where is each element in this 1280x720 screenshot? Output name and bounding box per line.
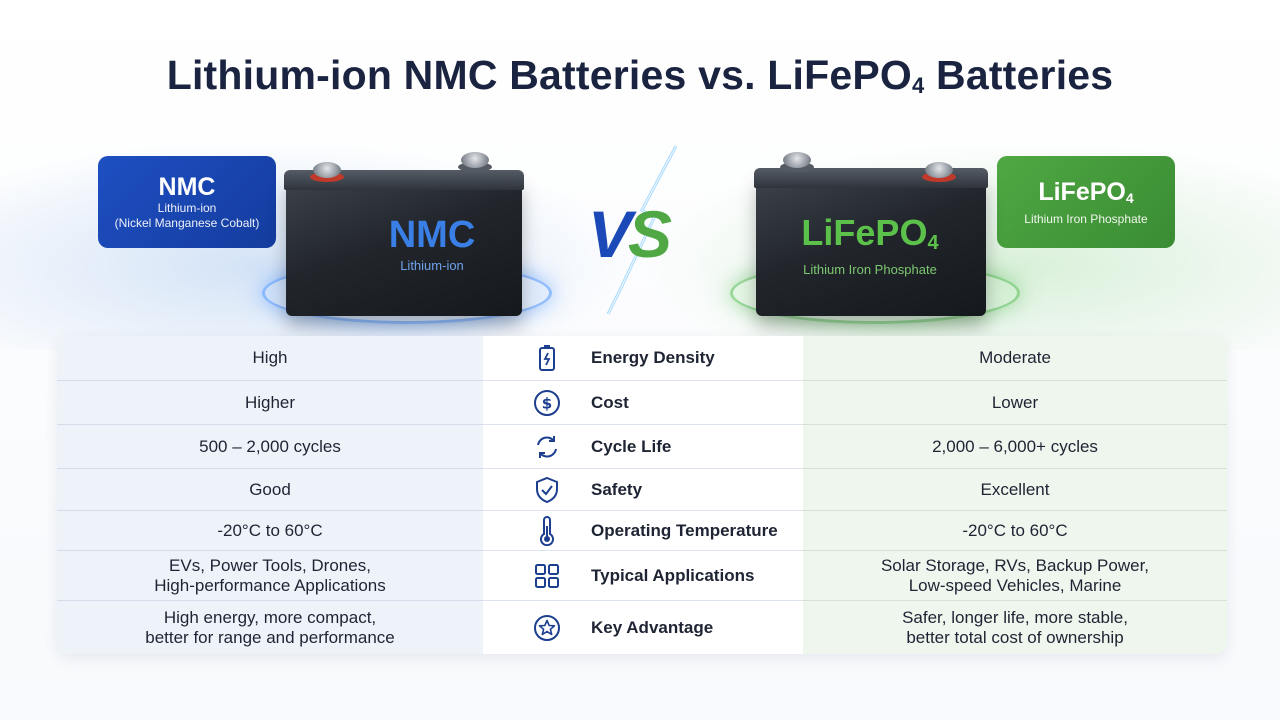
- nmc-battery-sublabel: Lithium-ion: [400, 258, 464, 273]
- attribute-label: Operating Temperature: [591, 520, 778, 540]
- refresh-icon: [533, 433, 561, 461]
- nmc-value: High: [252, 348, 288, 367]
- shield-check-icon: [533, 476, 561, 504]
- lfp-tag-name: LiFePO4: [1038, 178, 1133, 212]
- table-row: Energy Density: [483, 336, 803, 381]
- table-row: Cycle Life: [483, 425, 803, 469]
- attribute-label: Energy Density: [591, 348, 715, 367]
- table-row: Typical Applications: [483, 551, 803, 601]
- lfp-tag: LiFePO4 Lithium Iron Phosphate: [997, 156, 1175, 248]
- star-circle-icon: [533, 614, 561, 642]
- lfp-terminal-left: [783, 152, 811, 168]
- nmc-battery-lid: [284, 170, 524, 190]
- nmc-column: High Higher 500 – 2,000 cycles Good -20°…: [57, 336, 483, 654]
- dollar-icon: $: [533, 389, 561, 417]
- lfp-battery-sublabel: Lithium Iron Phosphate: [803, 262, 937, 277]
- lfp-value-line1: Solar Storage, RVs, Backup Power,: [880, 555, 1150, 575]
- lfp-battery-body: [756, 176, 986, 316]
- nmc-tag-line1: Lithium-ion: [157, 201, 217, 215]
- table-row: High: [57, 336, 483, 381]
- attribute-column: Energy Density $ Cost Cycle Life Safety: [483, 336, 803, 654]
- lfp-tag-name-text: LiFePO: [1038, 177, 1126, 206]
- nmc-value: High energy, more compact, better for ran…: [57, 608, 483, 648]
- nmc-value-line1: High energy, more compact,: [163, 607, 377, 627]
- table-row: Solar Storage, RVs, Backup Power, Low-spe…: [803, 551, 1227, 601]
- table-row: Higher: [57, 381, 483, 425]
- nmc-value: -20°C to 60°C: [217, 520, 323, 540]
- vs-label: VS: [588, 196, 672, 272]
- nmc-value: EVs, Power Tools, Drones, High-performanc…: [57, 556, 483, 596]
- lfp-value-line2: Low-speed Vehicles, Marine: [908, 575, 1122, 595]
- lfp-value: -20°C to 60°C: [962, 520, 1068, 540]
- title-text-end: Batteries: [924, 52, 1114, 98]
- table-row: -20°C to 60°C: [803, 511, 1227, 551]
- table-row: Lower: [803, 381, 1227, 425]
- table-row: EVs, Power Tools, Drones, High-performanc…: [57, 551, 483, 601]
- lfp-tag-line1: Lithium Iron Phosphate: [1024, 211, 1148, 226]
- thermometer-icon: [533, 515, 561, 546]
- svg-text:$: $: [542, 394, 552, 412]
- vs-v: V: [588, 197, 632, 271]
- lfp-column: Moderate Lower 2,000 – 6,000+ cycles Exc…: [803, 336, 1227, 654]
- table-row: $ Cost: [483, 381, 803, 425]
- table-row: Good: [57, 469, 483, 511]
- lfp-battery-label-text: LiFePO: [801, 212, 928, 253]
- lfp-value-line1: Safer, longer life, more stable,: [902, 607, 1128, 627]
- lfp-value: Safer, longer life, more stable, better t…: [803, 608, 1227, 648]
- vs-s: S: [628, 197, 672, 271]
- table-row: Safety: [483, 469, 803, 511]
- attribute-label: Cost: [591, 392, 629, 412]
- nmc-value-line2: High-performance Applications: [154, 575, 386, 595]
- lfp-battery-label: LiFePO4: [770, 212, 970, 255]
- nmc-value-line1: EVs, Power Tools, Drones,: [169, 555, 371, 575]
- comparison-table: High Higher 500 – 2,000 cycles Good -20°…: [57, 336, 1227, 654]
- page-title: Lithium-ion NMC Batteries vs. LiFePO4 Ba…: [0, 52, 1280, 99]
- table-row: 2,000 – 6,000+ cycles: [803, 425, 1227, 469]
- table-row: Excellent: [803, 469, 1227, 511]
- lfp-value-line2: better total cost of ownership: [906, 627, 1124, 647]
- table-row: -20°C to 60°C: [57, 511, 483, 551]
- lfp-battery-subscript: 4: [927, 232, 939, 254]
- grid-icon: [533, 562, 561, 590]
- table-row: 500 – 2,000 cycles: [57, 425, 483, 469]
- nmc-value: 500 – 2,000 cycles: [199, 436, 341, 456]
- lfp-value: Solar Storage, RVs, Backup Power, Low-spe…: [803, 556, 1227, 596]
- lfp-tag-subscript: 4: [1125, 189, 1134, 206]
- attribute-label: Safety: [591, 479, 643, 499]
- lfp-value: Moderate: [979, 348, 1051, 367]
- lfp-value: 2,000 – 6,000+ cycles: [932, 436, 1098, 456]
- lightning-bolt-icon: [606, 145, 678, 315]
- attribute-label: Typical Applications: [591, 565, 755, 585]
- attribute-label: Cycle Life: [591, 436, 672, 456]
- nmc-tag: NMC Lithium-ion (Nickel Manganese Cobalt…: [98, 156, 276, 248]
- nmc-tag-line2: (Nickel Manganese Cobalt): [114, 216, 260, 230]
- nmc-value: Higher: [244, 392, 296, 412]
- table-row: Operating Temperature: [483, 511, 803, 551]
- nmc-terminal-right: [461, 152, 489, 168]
- nmc-tag-name: NMC: [158, 173, 216, 201]
- lfp-terminal-right: [925, 162, 953, 178]
- nmc-battery-label: NMC: [388, 214, 476, 256]
- lfp-battery-image: LiFePO4 Lithium Iron Phosphate: [730, 150, 1030, 330]
- table-row: Moderate: [803, 336, 1227, 381]
- lfp-value: Excellent: [980, 479, 1050, 499]
- table-row: Safer, longer life, more stable, better t…: [803, 601, 1227, 654]
- nmc-value-line2: better for range and performance: [145, 627, 395, 647]
- title-text: Lithium-ion NMC Batteries vs. LiFePO: [166, 52, 912, 98]
- nmc-battery-body: [286, 178, 522, 316]
- attribute-label: Key Advantage: [591, 617, 714, 637]
- battery-icon: [533, 344, 561, 372]
- table-row: High energy, more compact, better for ran…: [57, 601, 483, 654]
- nmc-terminal-left: [313, 162, 341, 178]
- lfp-value: Lower: [991, 392, 1039, 412]
- table-row: Key Advantage: [483, 601, 803, 654]
- nmc-value: Good: [249, 479, 291, 499]
- nmc-battery-image: NMC Lithium-ion: [262, 150, 562, 330]
- title-subscript: 4: [911, 73, 925, 98]
